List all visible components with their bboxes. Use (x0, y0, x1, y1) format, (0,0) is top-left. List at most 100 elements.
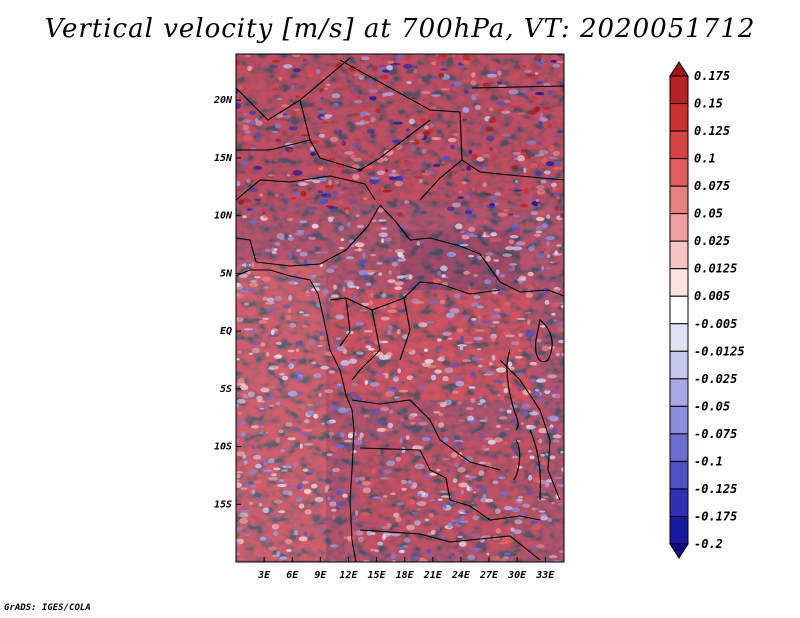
field-speckle (268, 458, 275, 464)
field-speckle (529, 411, 539, 416)
field-speckle (351, 295, 357, 300)
field-speckle (536, 185, 545, 190)
grads-credit: GrADS: IGES/COLA (4, 603, 91, 613)
colorbar-bin (669, 433, 689, 462)
colorbar-label: 0.075 (694, 179, 730, 193)
field-speckle (275, 401, 281, 406)
field-speckle (288, 126, 298, 131)
field-speckle (258, 409, 267, 412)
field-speckle (474, 497, 478, 502)
field-speckle (345, 413, 349, 416)
field-speckle (356, 286, 360, 290)
field-speckle (319, 330, 326, 336)
field-speckle (471, 317, 477, 321)
field-speckle (403, 63, 413, 69)
field-speckle (411, 298, 420, 304)
field-speckle (474, 104, 481, 111)
field-speckle (387, 257, 396, 260)
field-speckle (538, 510, 546, 513)
field-speckle (497, 212, 508, 217)
field-speckle (277, 502, 285, 507)
field-speckle (320, 365, 330, 370)
field-speckle (452, 54, 456, 58)
field-speckle (531, 244, 535, 251)
field-speckle (378, 64, 386, 67)
field-speckle (389, 302, 397, 309)
field-speckle (328, 157, 335, 161)
field-speckle (355, 214, 360, 218)
field-speckle (333, 102, 339, 107)
field-speckle (441, 535, 445, 540)
field-speckle (298, 536, 308, 542)
field-speckle (351, 382, 358, 387)
field-speckle (482, 182, 487, 188)
field-speckle (390, 553, 397, 559)
field-speckle (412, 555, 419, 560)
field-speckle (473, 491, 477, 494)
lat-label: 10N (214, 211, 233, 222)
field-speckle (369, 548, 376, 552)
field-speckle (375, 372, 385, 376)
field-speckle (354, 242, 365, 248)
field-speckle (517, 386, 522, 392)
coastline (235, 269, 357, 563)
field-speckle (263, 403, 269, 407)
field-speckle (236, 317, 244, 323)
field-speckle (498, 291, 505, 296)
field-speckle (270, 329, 275, 336)
field-speckle (458, 419, 465, 422)
colorbar-bin (669, 268, 689, 297)
field-speckle (274, 193, 279, 197)
field-speckle (485, 498, 494, 503)
field-speckle (336, 490, 342, 495)
field-speckle (299, 220, 308, 224)
field-speckle (494, 437, 503, 443)
field-speckle (393, 396, 400, 399)
field-speckle (512, 246, 523, 251)
field-speckle (548, 555, 558, 559)
field-speckle (491, 156, 497, 163)
field-speckle (505, 334, 515, 338)
field-speckle (262, 431, 266, 434)
lon-label: 9E (314, 570, 327, 581)
colorbar-bin (669, 158, 689, 187)
field-speckle (369, 178, 379, 185)
field-speckle (271, 513, 278, 516)
field-speckle (492, 321, 500, 324)
field-speckle (320, 97, 325, 102)
field-speckle (352, 519, 359, 523)
field-speckle (503, 428, 511, 431)
field-speckle (542, 287, 551, 294)
field-speckle (529, 455, 535, 460)
colorbar-bin (669, 75, 689, 105)
field-speckle (294, 232, 305, 236)
field-speckle (482, 167, 487, 171)
field-speckle (397, 212, 403, 217)
field-speckle (462, 54, 470, 60)
field-speckle (239, 273, 249, 278)
field-speckle (459, 520, 470, 524)
field-speckle (362, 332, 366, 336)
field-speckle (319, 88, 324, 93)
field-speckle (466, 165, 471, 172)
field-speckle (384, 237, 392, 242)
field-speckle (457, 344, 467, 347)
field-speckle (382, 189, 392, 193)
field-speckle (451, 390, 459, 395)
field-speckle (424, 359, 434, 364)
field-speckle (366, 530, 373, 536)
field-speckle (311, 223, 319, 229)
field-speckle (273, 467, 281, 471)
field-speckle (370, 269, 380, 273)
field-speckle (453, 440, 463, 447)
field-speckle (530, 163, 538, 168)
field-speckle (355, 96, 361, 100)
field-speckle (358, 269, 369, 276)
field-speckle (499, 490, 510, 496)
field-speckle (545, 161, 555, 167)
field-speckle (331, 93, 341, 99)
field-speckle (545, 236, 555, 241)
field-speckle (319, 133, 326, 138)
field-speckle (429, 513, 434, 518)
colorbar-label: -0.05 (694, 399, 730, 413)
